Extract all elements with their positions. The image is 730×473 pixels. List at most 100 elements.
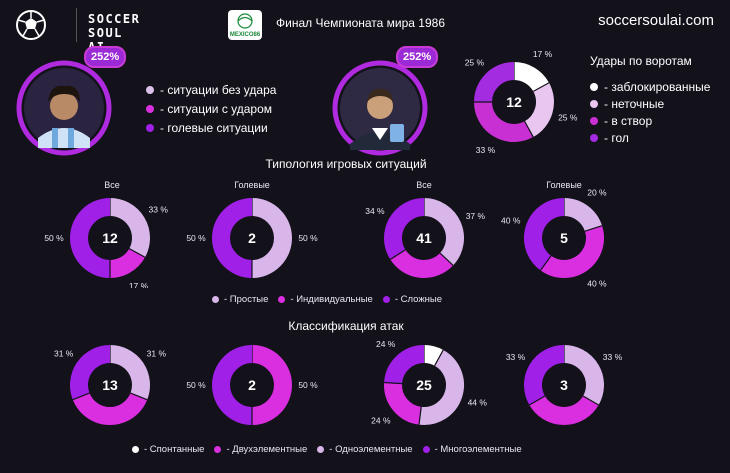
donut-center-value: 12 [506, 94, 522, 110]
donut-segment-гол [474, 62, 515, 103]
donut-separator [128, 248, 146, 258]
player-1 [16, 60, 112, 156]
legend-dot-icon [422, 446, 430, 453]
donut-segment-Двухэлементные [251, 345, 292, 425]
legend-label: - Многоэлементные [434, 444, 522, 455]
legend-dot-icon [146, 85, 154, 94]
legend-dot-icon [590, 82, 598, 91]
donut-separator [524, 120, 534, 138]
donut-segment-Двухэлементные [529, 395, 599, 425]
typology-title: Типология игровых ситуаций [265, 157, 427, 171]
donut-center-value: 25 [416, 377, 432, 393]
event-title: Финал Чемпионата мира 1986 [276, 16, 445, 30]
donut-segment-Сложные [70, 198, 111, 278]
donut-data-label: 33 % [476, 145, 496, 155]
donut-segment-Простые [251, 198, 292, 278]
coach-photo-icon [350, 88, 410, 150]
legend-item-complex: - Сложные [382, 294, 442, 305]
legend-label: - в створ [604, 113, 653, 128]
legend-item-inaccurate: - неточные [590, 95, 710, 112]
donut-data-label: 50 % [186, 380, 206, 390]
event-logo: MEXICO86 [228, 10, 262, 40]
legend-item-two-element: - Двухэлементные [214, 444, 307, 455]
donut-data-label: 20 % [587, 188, 607, 198]
donut-hole [88, 216, 132, 260]
donut-segment-неточные [524, 82, 554, 138]
typology-goal-1-donut: 50 % 50 % 2 [186, 198, 318, 278]
legend-item-individual: - Индивидуальные [278, 294, 373, 305]
donut-hole [402, 216, 446, 260]
player-photo-icon [38, 85, 90, 148]
typology-category-label: Голевые [546, 180, 582, 190]
donut-segment-Многоэлементные [70, 345, 111, 400]
legend-label: - голевые ситуации [160, 120, 268, 135]
legend-item-on-target: - в створ [590, 112, 710, 129]
legend-label: - Спонтанные [144, 444, 205, 455]
site-link[interactable]: soccersoulai.com [598, 12, 714, 29]
donut-data-label: 50 % [186, 233, 206, 243]
legend-label: - заблокированные [604, 79, 711, 94]
player-2 [332, 60, 428, 156]
typology-goal-2-donut: 20 % 40 % 40 % 5 [501, 188, 607, 288]
legend-dot-icon [590, 133, 598, 142]
donut-segment-Простые [109, 198, 150, 258]
donut-segment-Сложные [212, 198, 253, 278]
brand: SOCCER SOUL AI [12, 6, 142, 54]
legend-dot-icon [590, 99, 598, 108]
typology-all-2-donut: 37 %29 %34 %41 [365, 198, 486, 278]
donut-center-value: 2 [248, 230, 256, 246]
donut-data-label: 31 % [147, 349, 167, 359]
donut-hole [230, 216, 274, 260]
legend-item-goal: - гол [590, 129, 710, 146]
donut-separator [72, 392, 90, 401]
donut-separator [584, 225, 603, 232]
attacks-2-donut: 50 % 50 % 2 [186, 345, 318, 425]
donut-segment-Двухэлементные [384, 382, 422, 425]
donut-data-label: 24 % [376, 339, 396, 349]
donut-segment-Многоэлементные [384, 345, 425, 385]
donut-segment-Одноэлементные [563, 345, 604, 405]
donut-data-label: 37 % [466, 211, 486, 221]
donut-center-value: 41 [416, 230, 432, 246]
donut-data-label: 50 % [298, 380, 318, 390]
donut-data-label: 40 % [587, 278, 607, 288]
donut-data-label: 31 % [54, 349, 74, 359]
donut-data-label: 50 % [298, 233, 318, 243]
event-logo-text: MEXICO86 [230, 32, 261, 38]
donut-data-label: 34 % [365, 206, 385, 216]
donut-data-label: 8 % [431, 335, 446, 336]
donut-data-label: 33 % [603, 352, 623, 362]
attacks-1-donut: 31 %38 %31 %13 [54, 345, 167, 425]
legend-dot-icon [214, 446, 222, 453]
donut-segment-Многоэлементные [212, 345, 253, 425]
legend-label: - Простые [224, 294, 269, 305]
typology-category-label: Все [104, 180, 120, 190]
donut-data-label: 17 % [129, 281, 149, 288]
shots-legend: - заблокированные - неточные - в створ -… [590, 78, 710, 146]
donut-hole [230, 363, 274, 407]
donut-hole [492, 80, 536, 124]
donut-data-label: 24 % [371, 416, 391, 426]
typology-all-1-donut: 33 % 17 % 50 % 12 [44, 198, 169, 288]
legend-dot-icon [146, 123, 154, 132]
donut-center-value: 12 [102, 230, 118, 246]
legend-dot-icon [317, 446, 325, 453]
donut-data-label: 50 % [44, 233, 64, 243]
donut-segment-заблокированные [513, 62, 550, 92]
legend-item-simple: - Простые [212, 294, 268, 305]
attacks-3-donut: 8 % 44 % 24 % 24 % 25 [371, 335, 487, 426]
donut-data-label: 25 % [558, 113, 578, 123]
situations-legend: - ситуации без удара - ситуации с ударом… [146, 80, 276, 137]
player-2-badge: 252% [396, 46, 439, 68]
donut-segment-Одноэлементные [418, 349, 464, 425]
donut-segment-Двухэлементные [72, 392, 148, 425]
donut-data-label: 25 % [465, 57, 485, 67]
donut-data-label: 33 % [149, 204, 169, 214]
donut-center-value: 3 [560, 377, 568, 393]
donut-segment-Простые [423, 198, 464, 266]
donut-hole [402, 363, 446, 407]
donut-separator [434, 349, 444, 367]
donut-segment-Одноэлементные [109, 345, 150, 400]
brand-separator [76, 8, 77, 42]
donut-separator [582, 395, 599, 406]
